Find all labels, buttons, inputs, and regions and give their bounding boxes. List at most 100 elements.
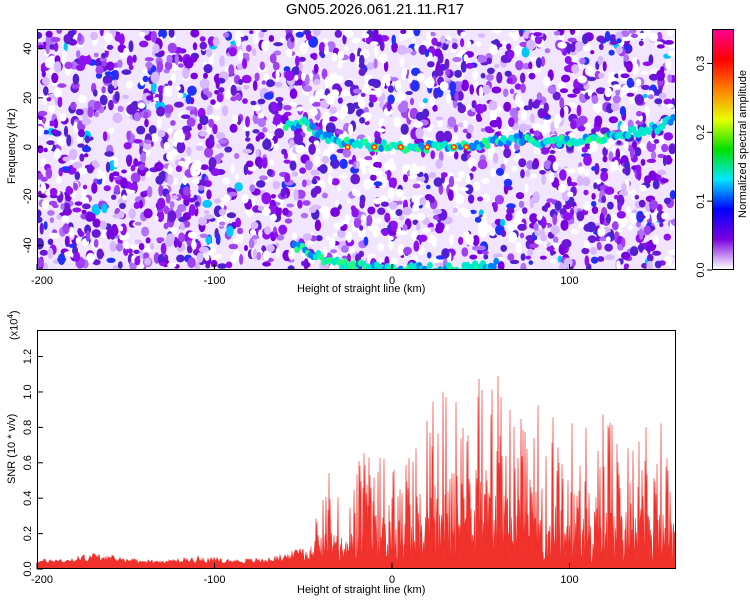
heatmap-cell <box>199 233 209 238</box>
heatmap-cell <box>590 50 595 55</box>
heatmap-cell <box>222 32 230 38</box>
heatmap-cell <box>350 173 361 185</box>
heatmap-cell <box>591 193 596 200</box>
heatmap-cell <box>263 73 270 82</box>
heatmap-cell <box>82 203 91 210</box>
heatmap-cell <box>477 159 488 170</box>
heatmap-cell <box>541 173 546 185</box>
heatmap-cell <box>342 34 347 45</box>
heatmap-cell <box>421 227 432 233</box>
heatmap-cell <box>284 172 291 183</box>
heatmap-cell <box>187 257 196 269</box>
heatmap-cell <box>608 71 617 83</box>
heatmap-cell <box>518 200 525 208</box>
heatmap-cell <box>495 167 505 176</box>
heatmap-cell <box>174 101 184 108</box>
heatmap-cell <box>139 249 144 260</box>
heatmap-cell <box>608 49 615 56</box>
heatmap-cell <box>506 203 516 209</box>
heatmap-cell <box>346 253 351 263</box>
heatmap-cell <box>218 87 225 93</box>
heatmap-cell <box>111 69 119 81</box>
heatmap-cell <box>652 179 660 190</box>
heatmap-cell <box>206 91 213 98</box>
heatmap-cell <box>370 174 377 181</box>
heatmap-cell <box>251 48 257 57</box>
heatmap-cell <box>388 177 397 189</box>
heatmap-cell <box>592 101 603 113</box>
heatmap-cell <box>453 81 463 86</box>
heatmap-cell <box>39 222 44 235</box>
heatmap-cell <box>623 218 629 225</box>
heatmap-cell <box>234 173 239 180</box>
heatmap-cell <box>489 44 498 55</box>
heatmap-cell <box>175 85 181 91</box>
heatmap-cell <box>326 41 336 53</box>
heatmap-cell <box>66 134 72 147</box>
heatmap-cell <box>403 173 408 183</box>
heatmap-cell <box>182 125 192 132</box>
heatmap-cell <box>315 235 323 242</box>
heatmap-cell <box>483 254 489 260</box>
snr-ytick-label: 0.4 <box>22 491 34 506</box>
heatmap-cell <box>105 161 111 173</box>
heatmap-cell <box>357 228 366 234</box>
snr-ytick-label: 0.2 <box>22 526 34 541</box>
heatmap-cell <box>364 156 373 161</box>
heatmap-cell <box>69 226 74 239</box>
heatmap-cell <box>101 86 106 94</box>
heatmap-cell <box>464 184 474 195</box>
heatmap-cell <box>416 222 421 231</box>
heatmap-cell <box>45 30 53 38</box>
heatmap-cell <box>49 232 59 239</box>
heatmap-cell <box>557 82 566 90</box>
heatmap-cell <box>337 50 345 60</box>
heatmap-cell <box>481 193 491 202</box>
heatmap-cell <box>219 55 225 67</box>
heatmap-cell <box>304 74 310 86</box>
heatmap-cell <box>561 74 571 83</box>
heatmap-cell <box>328 144 335 153</box>
heatmap-cell <box>287 265 295 269</box>
heatmap-cell <box>167 42 177 54</box>
heatmap-cell <box>664 255 672 266</box>
heatmap-cell <box>461 247 469 257</box>
heatmap-cell <box>506 77 513 84</box>
heatmap-cell <box>78 167 87 175</box>
heatmap-cell <box>280 188 286 199</box>
heatmap-cell <box>102 131 108 142</box>
heatmap-cell <box>377 243 385 252</box>
heatmap-cells <box>38 30 675 269</box>
heatmap-cell <box>581 177 591 187</box>
heatmap-cell <box>546 198 555 203</box>
heatmap-cell <box>399 57 405 68</box>
heatmap-cell <box>349 52 356 63</box>
heatmap-cell <box>232 250 241 261</box>
heatmap-cell <box>341 104 349 116</box>
heatmap-cell <box>607 201 614 210</box>
heatmap-cell <box>163 222 169 230</box>
heatmap-cell <box>477 196 484 202</box>
snr-xtick-label: 100 <box>560 574 578 586</box>
heatmap-cell <box>494 63 500 69</box>
heatmap-cell <box>202 125 207 131</box>
heatmap-cell <box>274 205 282 217</box>
heatmap-cell <box>57 83 67 88</box>
heatmap-cell <box>190 30 200 38</box>
heatmap-cell <box>206 243 217 256</box>
heatmap-cell <box>618 190 629 196</box>
heatmap-cell <box>273 50 282 56</box>
heatmap-cell <box>314 219 322 232</box>
heatmap-cell <box>296 79 303 86</box>
heatmap-cell <box>594 236 602 242</box>
heatmap-cell <box>254 72 260 82</box>
heatmap-cell <box>226 212 237 219</box>
heatmap-cell <box>299 167 306 174</box>
heatmap-cell <box>377 207 386 215</box>
heatmap-cell <box>515 192 525 200</box>
heatmap-cell <box>145 61 153 69</box>
heatmap-cell <box>346 198 352 205</box>
heatmap-cell <box>602 146 608 157</box>
heatmap-cell <box>584 169 591 177</box>
heatmap-cell <box>366 62 375 70</box>
